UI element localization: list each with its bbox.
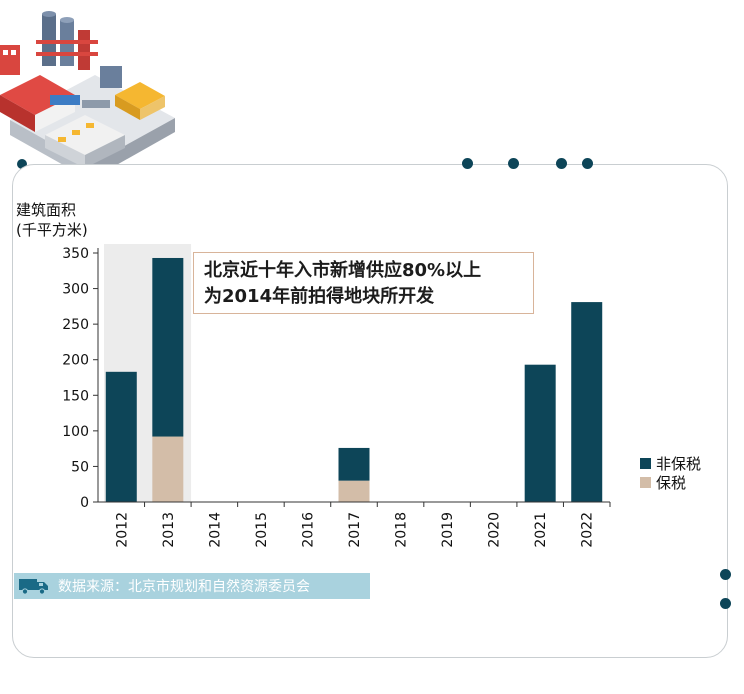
decor-dot	[462, 158, 473, 169]
y-tick-label: 100	[62, 424, 89, 440]
y-tick-label: 0	[80, 495, 89, 511]
y-axis-unit-label: 建筑面积 (千平方米)	[16, 200, 88, 240]
x-tick-label-2020: 2020	[487, 512, 503, 548]
x-tick-label-2016: 2016	[300, 512, 316, 548]
chart-legend: 非保税 保税	[640, 454, 701, 492]
legend-item-bonded: 保税	[640, 473, 701, 492]
unit-label-line1: 建筑面积	[16, 201, 77, 219]
y-tick-label: 250	[62, 317, 89, 333]
factory-illustration	[0, 11, 175, 180]
source-bar: 数据来源：北京市规划和自然资源委员会	[14, 573, 370, 599]
x-tick-label-2012: 2012	[114, 512, 130, 548]
y-tick-label: 50	[71, 459, 89, 475]
source-text: 数据来源：北京市规划和自然资源委员会	[58, 579, 310, 595]
x-tick-label-2021: 2021	[533, 512, 549, 548]
truck-icon	[19, 579, 48, 595]
x-tick-label-2014: 2014	[207, 512, 223, 548]
x-tick-label-2013: 2013	[161, 512, 177, 548]
axis-layer: 0 50 100 150 200 250 300 350 2012 2013 2014 2015 201…	[62, 246, 611, 548]
bar-non-bonded-2022	[571, 302, 603, 502]
bar-non-bonded-2021	[524, 364, 556, 502]
x-tick-label-2022: 2022	[580, 512, 596, 548]
x-tick-label-2019: 2019	[440, 512, 456, 548]
decor-dot	[720, 598, 731, 609]
bar-non-bonded-2017	[338, 447, 370, 481]
x-tick-label-2015: 2015	[254, 512, 270, 548]
bar-bonded-2017	[338, 480, 370, 502]
y-tick-label: 200	[62, 353, 89, 369]
bar-bonded-2013	[152, 436, 184, 502]
x-tick-label-2017: 2017	[347, 512, 363, 548]
legend-swatch-non-bonded	[640, 458, 651, 469]
legend-item-non-bonded: 非保税	[640, 454, 701, 473]
y-tick-label: 350	[62, 246, 89, 262]
legend-label-bonded: 保税	[656, 474, 687, 492]
decor-dot	[582, 158, 593, 169]
annotation-line1: 北京近十年入市新增供应80%以上	[204, 260, 482, 281]
bar-layer	[105, 257, 603, 502]
decor-dot	[556, 158, 567, 169]
y-tick-label: 150	[62, 388, 89, 404]
bar-non-bonded-2013	[152, 257, 184, 437]
y-tick-label: 300	[62, 282, 89, 298]
x-tick-label-2018: 2018	[394, 512, 410, 548]
bar-non-bonded-2012	[105, 371, 137, 502]
unit-label-line2: (千平方米)	[16, 221, 88, 239]
chart-annotation-box: 北京近十年入市新增供应80%以上 为2014年前拍得地块所开发	[193, 252, 534, 314]
decor-dot	[508, 158, 519, 169]
decor-dot	[720, 569, 731, 580]
legend-swatch-bonded	[640, 477, 651, 488]
legend-label-non-bonded: 非保税	[656, 455, 702, 473]
annotation-line2: 为2014年前拍得地块所开发	[204, 286, 435, 307]
